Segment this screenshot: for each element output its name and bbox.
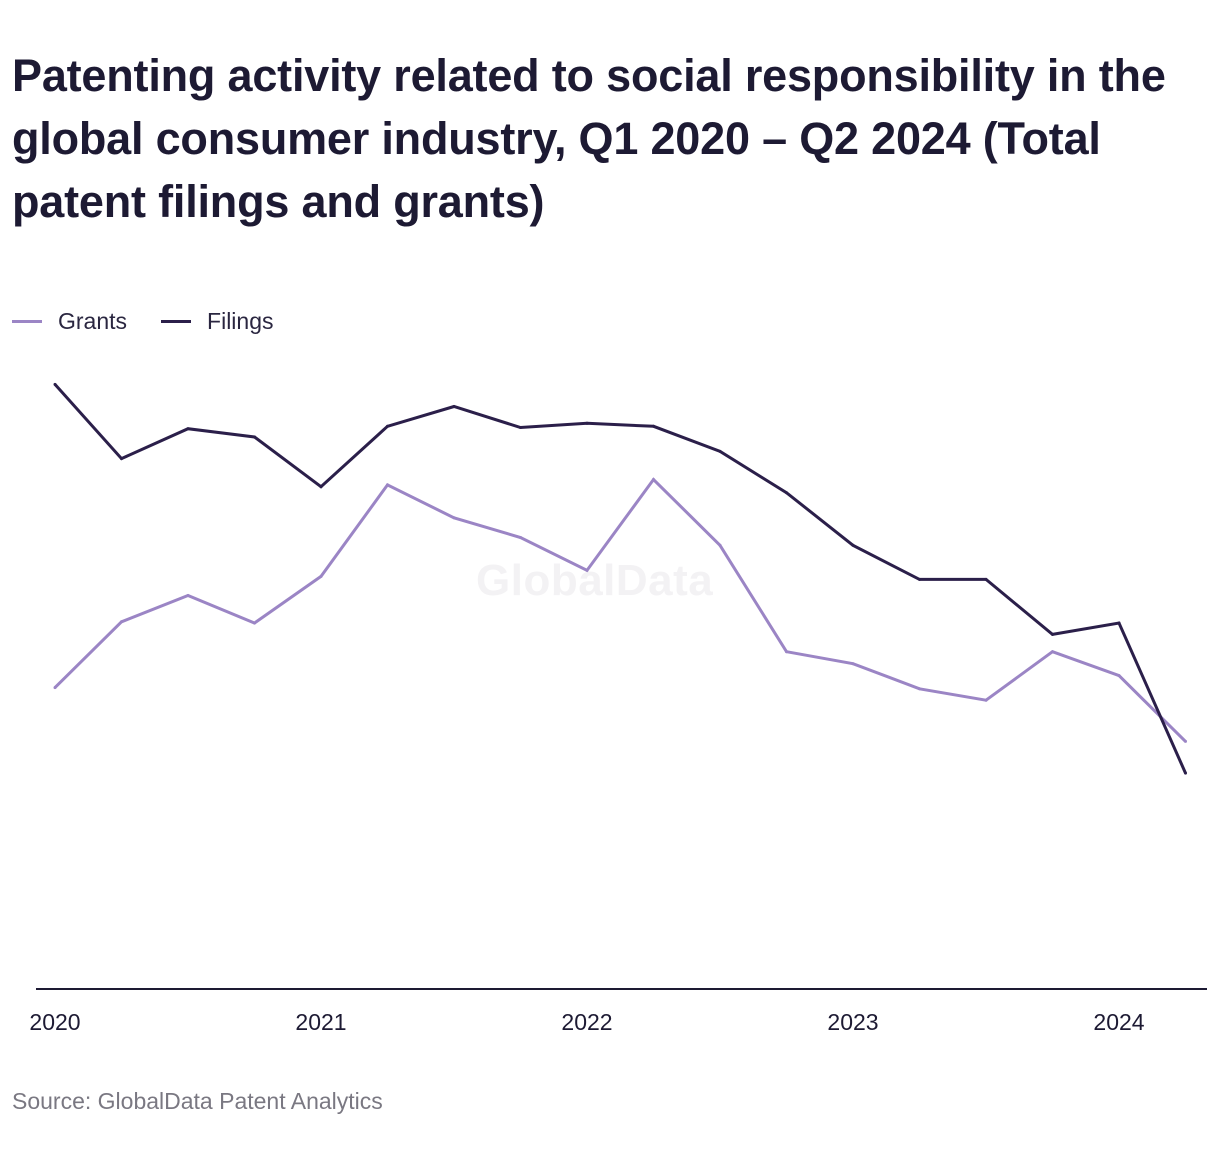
- data-point-filings: [984, 577, 988, 581]
- legend-swatch-grants: [12, 319, 42, 323]
- data-point-grants: [984, 698, 988, 702]
- legend-item-grants: Grants: [12, 308, 127, 335]
- legend-item-filings: Filings: [161, 307, 274, 335]
- data-point-filings: [585, 421, 589, 425]
- data-point-grants: [718, 543, 722, 547]
- data-point-grants: [585, 568, 589, 572]
- legend: Grants Filings: [12, 306, 308, 336]
- data-point-filings: [120, 457, 123, 461]
- data-point-filings: [186, 427, 190, 431]
- data-point-grants: [851, 662, 855, 666]
- data-point-filings: [652, 424, 655, 428]
- data-point-filings: [53, 382, 57, 386]
- source-note: Source: GlobalData Patent Analytics: [12, 1088, 383, 1114]
- data-point-grants: [452, 516, 456, 520]
- data-point-filings: [1051, 632, 1054, 636]
- data-point-grants: [53, 686, 57, 690]
- data-point-grants: [186, 594, 190, 597]
- data-point-filings: [452, 405, 456, 408]
- data-point-filings: [319, 485, 323, 489]
- data-point-filings: [1184, 771, 1187, 775]
- legend-swatch-filings: [161, 319, 192, 323]
- data-point-grants: [918, 687, 921, 691]
- data-point-filings: [253, 435, 256, 439]
- data-point-filings: [1117, 621, 1121, 625]
- series-line-grants: [53, 477, 1187, 743]
- data-point-filings: [718, 449, 722, 453]
- data-point-grants: [1184, 739, 1187, 743]
- data-point-grants: [652, 478, 655, 481]
- data-point-grants: [1117, 674, 1121, 678]
- series-layer: [53, 382, 1187, 775]
- x-axis-tick-labels: 2020 2021 2022 2023 2024: [29, 1009, 1144, 1035]
- data-point-grants: [253, 621, 256, 625]
- data-point-grants: [386, 483, 389, 487]
- data-point-filings: [386, 424, 389, 428]
- x-tick-label: 2024: [1093, 1009, 1144, 1035]
- series-line-filings: [53, 383, 1187, 774]
- x-tick-label: 2022: [561, 1009, 612, 1035]
- data-point-filings: [918, 577, 921, 581]
- x-tick-label: 2020: [29, 1009, 80, 1035]
- data-point-filings: [851, 543, 855, 547]
- data-point-grants: [120, 620, 123, 624]
- data-point-filings: [519, 426, 522, 429]
- data-point-grants: [1051, 650, 1054, 654]
- data-point-grants: [519, 536, 522, 539]
- x-tick-label: 2023: [827, 1009, 878, 1035]
- data-point-grants: [319, 574, 323, 578]
- legend-label-filings: Filings: [207, 307, 274, 334]
- data-point-filings: [785, 491, 788, 495]
- data-point-grants: [785, 650, 788, 654]
- legend-label-grants: Grants: [58, 307, 128, 334]
- x-tick-label: 2021: [295, 1009, 346, 1035]
- chart-title: Patenting activity related to social res…: [12, 50, 1166, 227]
- watermark-logo: GlobalData: [476, 556, 714, 605]
